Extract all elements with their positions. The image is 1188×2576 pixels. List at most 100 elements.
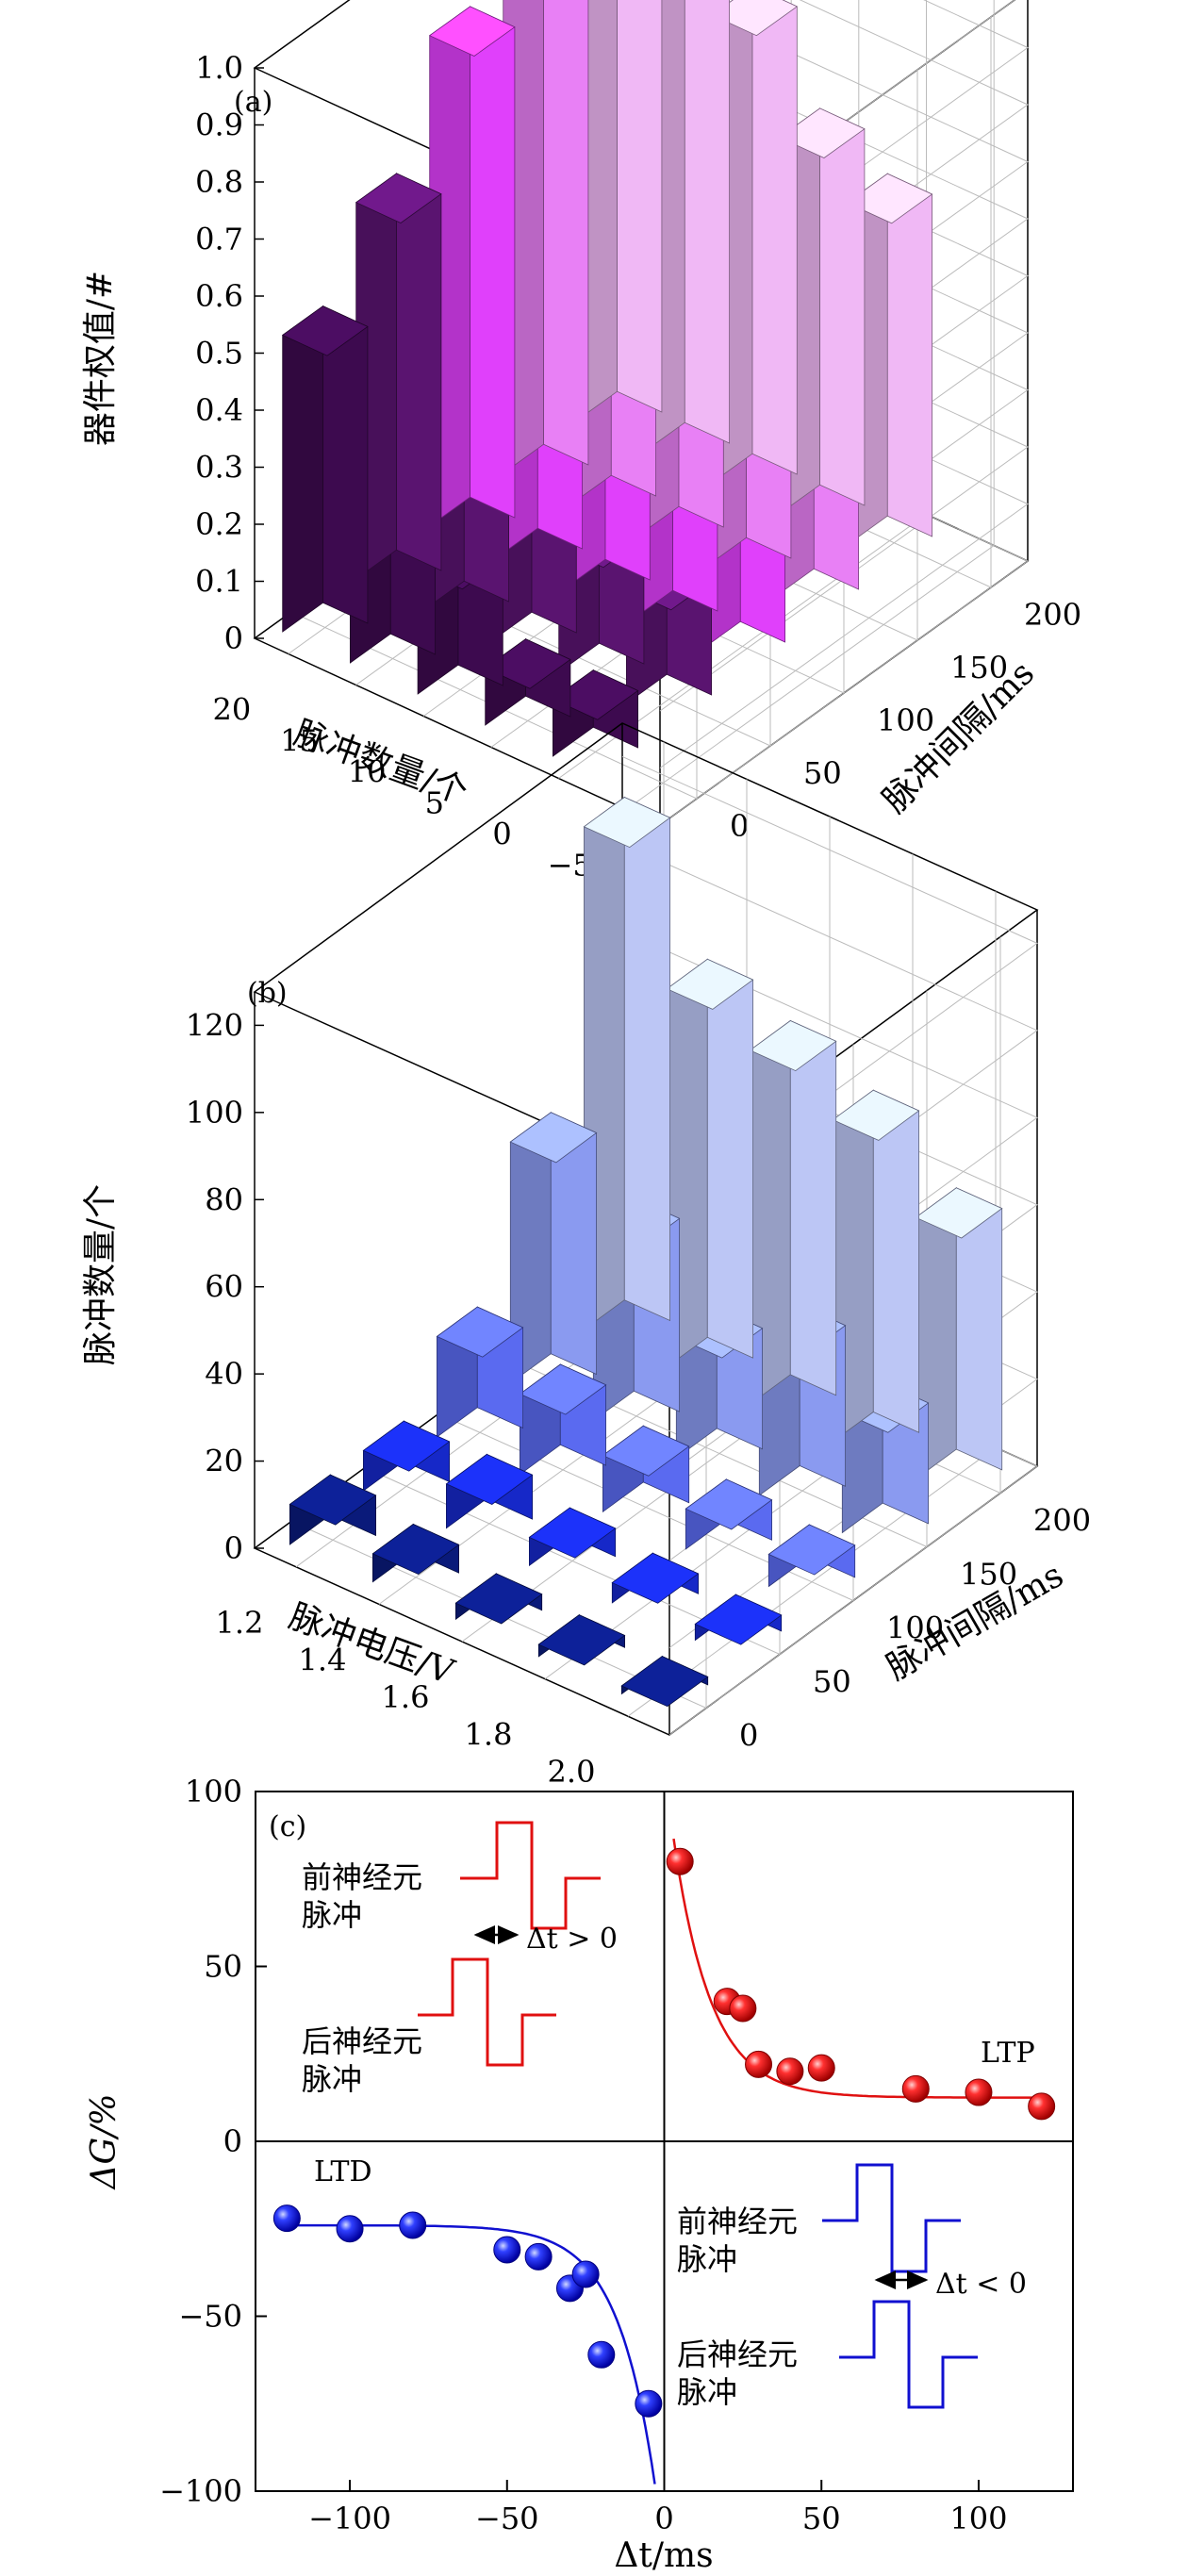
dt-negative-label: Δt < 0 bbox=[935, 2268, 1027, 2301]
x-tick-label: −50 bbox=[475, 2501, 539, 2536]
b-bar-face-top bbox=[454, 1573, 543, 1625]
b-bar-face-top bbox=[509, 1112, 598, 1164]
b-z-tick-label: 120 bbox=[186, 1007, 243, 1043]
panel-a-label: (a) bbox=[234, 86, 272, 119]
b-bar bbox=[694, 1593, 783, 1645]
x-tick-label: −100 bbox=[308, 2501, 391, 2536]
panel-a-y-ticks: 0 50 100 150 200 bbox=[730, 597, 1081, 844]
b-bar bbox=[528, 1507, 617, 1567]
b-bar bbox=[445, 1453, 534, 1529]
a-x-tick-label: 20 bbox=[212, 692, 251, 728]
b-y-tick-label: 50 bbox=[813, 1664, 851, 1700]
b-bar-face-side bbox=[623, 796, 670, 1322]
a-x-tick-label: 15 bbox=[280, 723, 319, 759]
a-y-tick-label: 200 bbox=[1024, 597, 1081, 633]
a-z-tick-label: 0.1 bbox=[195, 564, 243, 600]
a-z-tick-label: 0 bbox=[224, 620, 243, 656]
ltp-data-point bbox=[1028, 2092, 1056, 2121]
pulse-label-top-1: 脉冲 bbox=[302, 1897, 362, 1933]
b-bar-face-top bbox=[767, 1524, 856, 1576]
a-bar bbox=[552, 669, 639, 757]
a-x-tick-label: 10 bbox=[348, 754, 387, 790]
ltd-data-point bbox=[635, 2389, 663, 2418]
a-bar-face-side bbox=[886, 173, 932, 537]
b-x-tick-label: 2.0 bbox=[548, 1754, 596, 1790]
a-bar bbox=[576, 0, 663, 421]
panel-b-y-ticks: 0 50 100 150 200 bbox=[739, 1503, 1091, 1754]
panel-c-label: (c) bbox=[269, 1810, 306, 1843]
b-bar bbox=[454, 1573, 543, 1625]
b-bar bbox=[289, 1474, 377, 1545]
x-tick-label: 100 bbox=[949, 2501, 1007, 2536]
panel-a-bars bbox=[281, 0, 933, 757]
b-bar bbox=[519, 1363, 607, 1476]
a-bar bbox=[484, 637, 571, 726]
a-bar-face-side bbox=[396, 173, 442, 571]
a-bar-face-side bbox=[751, 0, 798, 475]
b-bar-face-top bbox=[685, 1478, 773, 1530]
b-top-frame bbox=[253, 722, 1039, 1180]
ltp-data-point bbox=[901, 2074, 930, 2103]
b-z-tick-label: 100 bbox=[186, 1095, 243, 1131]
b-x-tick-label: 1.4 bbox=[299, 1642, 347, 1677]
b-bar-face-top bbox=[620, 1656, 709, 1708]
a-x-tick-label: 5 bbox=[425, 785, 444, 821]
y-tick-label: −100 bbox=[159, 2473, 242, 2509]
pulse-schematic-positive: 前神经元 脉冲 Δt > 0 后神经元 脉冲 bbox=[302, 1821, 618, 2097]
a-bar-face-top bbox=[711, 0, 799, 37]
pre-neuron-label-top: 前神经元 bbox=[302, 1859, 422, 1895]
b-bar bbox=[362, 1420, 451, 1492]
a-z-tick-label: 0.3 bbox=[195, 450, 243, 486]
ltp-label: LTP bbox=[981, 2037, 1035, 2070]
pre-neuron-label-bottom: 前神经元 bbox=[677, 2204, 798, 2239]
ltd-data-point bbox=[399, 2211, 427, 2239]
b-bar-face-side bbox=[789, 1019, 837, 1396]
a-bar-face-top bbox=[281, 305, 369, 356]
b-bar bbox=[620, 1655, 709, 1708]
a-y-tick-label: 150 bbox=[950, 650, 1008, 685]
a-bar-face-top bbox=[846, 173, 933, 224]
b-bar bbox=[583, 796, 671, 1330]
y-tick-label: 100 bbox=[185, 1774, 242, 1809]
b-bar bbox=[666, 958, 754, 1368]
pulse-label-bottom-1: 脉冲 bbox=[677, 2241, 737, 2277]
post-neuron-label-bottom: 后神经元 bbox=[677, 2337, 798, 2372]
b-bar-face-top bbox=[611, 1552, 700, 1604]
a-z-tick-label: 0.7 bbox=[195, 222, 243, 257]
b-bar-face-top bbox=[915, 1187, 1003, 1239]
b-bar-face-top bbox=[749, 1020, 837, 1072]
b-bar-face-top bbox=[371, 1524, 460, 1576]
a-z-tick-label: 0.5 bbox=[195, 336, 243, 372]
b-bar bbox=[436, 1306, 524, 1438]
y-tick-label: 0 bbox=[223, 2123, 242, 2159]
x-tick-label: 50 bbox=[802, 2501, 841, 2536]
ltd-data-point bbox=[524, 2242, 553, 2271]
b-bar bbox=[767, 1524, 856, 1588]
b-bar bbox=[915, 1187, 1003, 1480]
ltd-data-point bbox=[493, 2236, 521, 2264]
b-bar bbox=[685, 1478, 773, 1550]
ltd-data-point bbox=[336, 2215, 364, 2243]
a-z-tick-label: 0.9 bbox=[195, 107, 243, 143]
b-bar bbox=[371, 1523, 460, 1583]
b-bar bbox=[509, 1112, 598, 1384]
post-pulse-waveform-red bbox=[418, 1957, 556, 2067]
b-y-tick-label: 150 bbox=[960, 1557, 1017, 1593]
b-bar-face-top bbox=[289, 1474, 377, 1526]
pulse-label-top-2: 脉冲 bbox=[302, 2061, 362, 2097]
panel-a-z-ticks: 0 0.1 0.2 0.3 0.4 0.5 0.6 0.7 0.8 0.9 1.0 bbox=[195, 50, 264, 656]
panel-a-x-axis-label: 脉冲数量/个 bbox=[289, 714, 473, 812]
ltp-data-point bbox=[776, 2057, 804, 2086]
b-bar-face-side bbox=[706, 958, 753, 1359]
a-bar-face-top bbox=[778, 107, 866, 158]
panel-b-x-ticks: 1.2 1.4 1.6 1.8 2.0 bbox=[216, 1605, 596, 1790]
panel-c-scatter-chart: −100 −50 0 50 100 100 50 0 −50 −100 (c) ΔG/% Δt/m… bbox=[85, 1774, 1074, 2575]
panel-b-z-ticks: 0 20 40 60 80 100 120 bbox=[186, 1007, 264, 1566]
b-bar-face-top bbox=[537, 1614, 626, 1666]
a-bar-face-top bbox=[355, 173, 442, 223]
b-bar-face-top bbox=[602, 1425, 690, 1477]
a-z-tick-label: 0.4 bbox=[195, 392, 243, 428]
